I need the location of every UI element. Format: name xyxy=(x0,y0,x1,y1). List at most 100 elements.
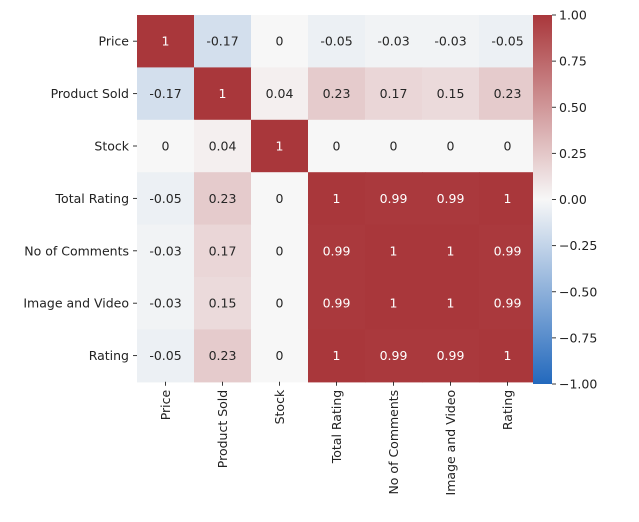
x-tick-label: Total Rating xyxy=(329,390,344,464)
heatmap-cell xyxy=(308,172,366,226)
cell-value-label: 0.15 xyxy=(209,296,237,311)
heatmap-cell xyxy=(194,277,252,330)
cell-value-label: 1 xyxy=(447,296,455,311)
cell-value-label: 1 xyxy=(504,191,512,206)
heatmap-cell xyxy=(137,277,195,330)
heatmap-cell xyxy=(194,172,252,226)
heatmap-cell xyxy=(251,119,309,173)
cell-value-label: 0 xyxy=(333,139,341,154)
cell-value-label: -0.03 xyxy=(434,34,466,49)
cell-value-label: -0.17 xyxy=(149,86,181,101)
cell-value-label: 0 xyxy=(276,296,284,311)
cell-value-label: 1 xyxy=(447,243,455,258)
cell-value-label: -0.05 xyxy=(491,34,523,49)
heatmap-cell xyxy=(308,329,366,383)
cell-value-label: -0.03 xyxy=(377,34,409,49)
cell-value-label: 0.99 xyxy=(323,243,351,258)
heatmap-cell xyxy=(137,15,195,68)
y-tick-label: Stock xyxy=(94,139,129,154)
cell-value-label: 0.15 xyxy=(437,86,465,101)
heatmap-cell xyxy=(365,172,423,226)
y-tick-label: Total Rating xyxy=(55,191,129,206)
colorbar-tick-label: −0.50 xyxy=(559,284,597,299)
heatmap-cell xyxy=(479,224,537,278)
y-tick-label: Image and Video xyxy=(23,296,129,311)
cell-value-label: 0.23 xyxy=(209,191,237,206)
cell-value-label: 0 xyxy=(390,139,398,154)
x-tick-label: Stock xyxy=(272,389,287,424)
cell-value-label: -0.05 xyxy=(149,348,181,363)
heatmap-cell xyxy=(137,224,195,278)
cell-value-label: 1 xyxy=(333,348,341,363)
cell-value-label: 0.99 xyxy=(323,296,351,311)
heatmap-cell xyxy=(422,224,480,278)
cell-value-label: 1 xyxy=(276,139,284,154)
heatmap-cell xyxy=(422,172,480,226)
y-tick-label: No of Comments xyxy=(24,243,129,258)
x-tick-label: Rating xyxy=(500,390,515,430)
colorbar-tick-label: 0.25 xyxy=(559,146,587,161)
cell-value-label: 1 xyxy=(390,296,398,311)
heatmap-cell xyxy=(365,119,423,173)
row-labels: Price Product Sold Stock Total Rating No of … xyxy=(23,34,137,363)
cell-value-label: -0.05 xyxy=(149,191,181,206)
heatmap-cell xyxy=(137,329,195,383)
y-tick-label: Product Sold xyxy=(51,86,129,101)
heatmap-cell xyxy=(251,277,309,330)
cell-value-label: 0.99 xyxy=(380,191,408,206)
cell-value-label: 0 xyxy=(504,139,512,154)
cell-value-label: 0.99 xyxy=(494,243,522,258)
heatmap-cell xyxy=(194,67,252,121)
heatmap-cell xyxy=(251,172,309,226)
heatmap-cell xyxy=(479,172,537,226)
cell-value-label: 0.23 xyxy=(209,348,237,363)
heatmap-cell xyxy=(194,224,252,278)
heatmap-cells: 1 -0.17 0 -0.05 -0.03 -0.03 -0.05 -0.17 1 0.04 0.2… xyxy=(137,15,537,383)
x-tick-label: Image and Video xyxy=(443,390,458,496)
cell-value-label: 0.99 xyxy=(380,348,408,363)
heatmap-cell xyxy=(194,15,252,68)
heatmap-cell xyxy=(422,67,480,121)
x-tick-label: No of Comments xyxy=(386,390,401,495)
colorbar-gradient xyxy=(533,15,552,384)
cell-value-label: 0 xyxy=(276,243,284,258)
heatmap-cell xyxy=(308,224,366,278)
x-tick-label: Product Sold xyxy=(215,390,230,468)
colorbar-tick-label: −1.00 xyxy=(559,377,597,392)
heatmap-cell xyxy=(137,172,195,226)
heatmap-cell xyxy=(194,119,252,173)
colorbar-tick-label: 0.50 xyxy=(559,100,587,115)
heatmap-cell xyxy=(308,67,366,121)
cell-value-label: 0.99 xyxy=(437,348,465,363)
cell-value-label: 0 xyxy=(276,34,284,49)
colorbar-tick-label: −0.25 xyxy=(559,238,597,253)
cell-value-label: 0.17 xyxy=(209,243,237,258)
heatmap-cell xyxy=(308,119,366,173)
colorbar-tick-label: 0.00 xyxy=(559,192,587,207)
heatmap-cell xyxy=(365,224,423,278)
cell-value-label: 0.99 xyxy=(437,191,465,206)
cell-value-label: -0.03 xyxy=(149,243,181,258)
heatmap-cell xyxy=(479,277,537,330)
heatmap-cell xyxy=(365,15,423,68)
cell-value-label: 0 xyxy=(447,139,455,154)
colorbar-tick-label: 1.00 xyxy=(559,8,587,23)
colorbar: 1.00 0.75 0.50 0.25 0.00 −0.25 −0.50 −0.75 −1.00 xyxy=(533,8,597,392)
heatmap-cell xyxy=(479,15,537,68)
heatmap-cell xyxy=(308,15,366,68)
cell-value-label: 1 xyxy=(219,86,227,101)
heatmap-cell xyxy=(479,67,537,121)
heatmap-cell xyxy=(308,277,366,330)
heatmap-cell xyxy=(479,119,537,173)
x-tick-label: Price xyxy=(158,389,173,420)
cell-value-label: 0 xyxy=(276,191,284,206)
heatmap-cell xyxy=(422,15,480,68)
cell-value-label: 0.99 xyxy=(494,296,522,311)
heatmap-cell xyxy=(422,119,480,173)
cell-value-label: 0.23 xyxy=(494,86,522,101)
heatmap-cell xyxy=(251,224,309,278)
cell-value-label: -0.17 xyxy=(206,34,238,49)
cell-value-label: 0.04 xyxy=(266,86,294,101)
cell-value-label: -0.05 xyxy=(320,34,352,49)
y-tick-label: Price xyxy=(99,34,130,49)
